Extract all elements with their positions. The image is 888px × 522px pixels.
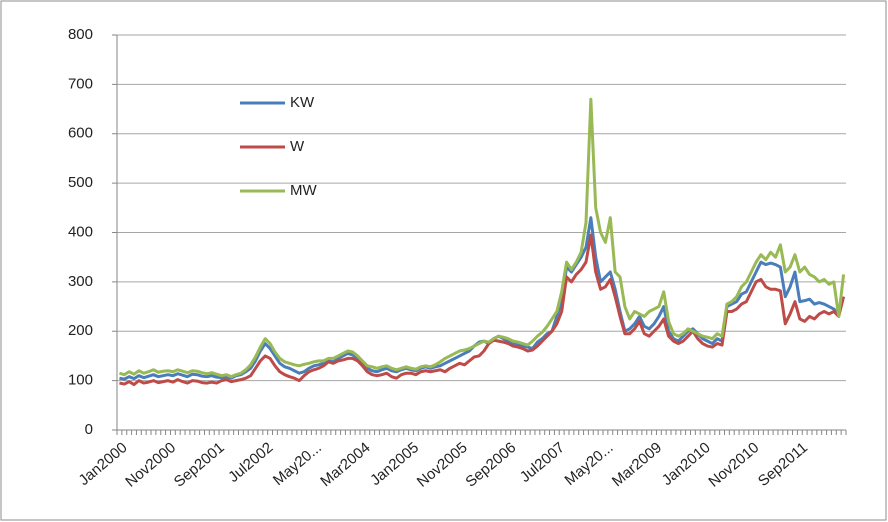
data-line [119,233,846,387]
legend-label: MW [290,182,317,199]
y-tick-label: 500 [68,174,93,191]
y-tick-label: 0 [85,421,93,438]
y-tick-label: 800 [68,26,93,43]
y-tick-label: 700 [68,75,93,92]
y-tick-label: 600 [68,125,93,142]
y-tick-label: 400 [68,223,93,240]
legend-label: W [290,138,305,155]
y-tick-label: 300 [68,273,93,290]
y-tick-label: 100 [68,372,93,389]
y-tick-label: 200 [68,322,93,339]
data-line [118,97,846,379]
legend-label: KW [290,94,315,111]
